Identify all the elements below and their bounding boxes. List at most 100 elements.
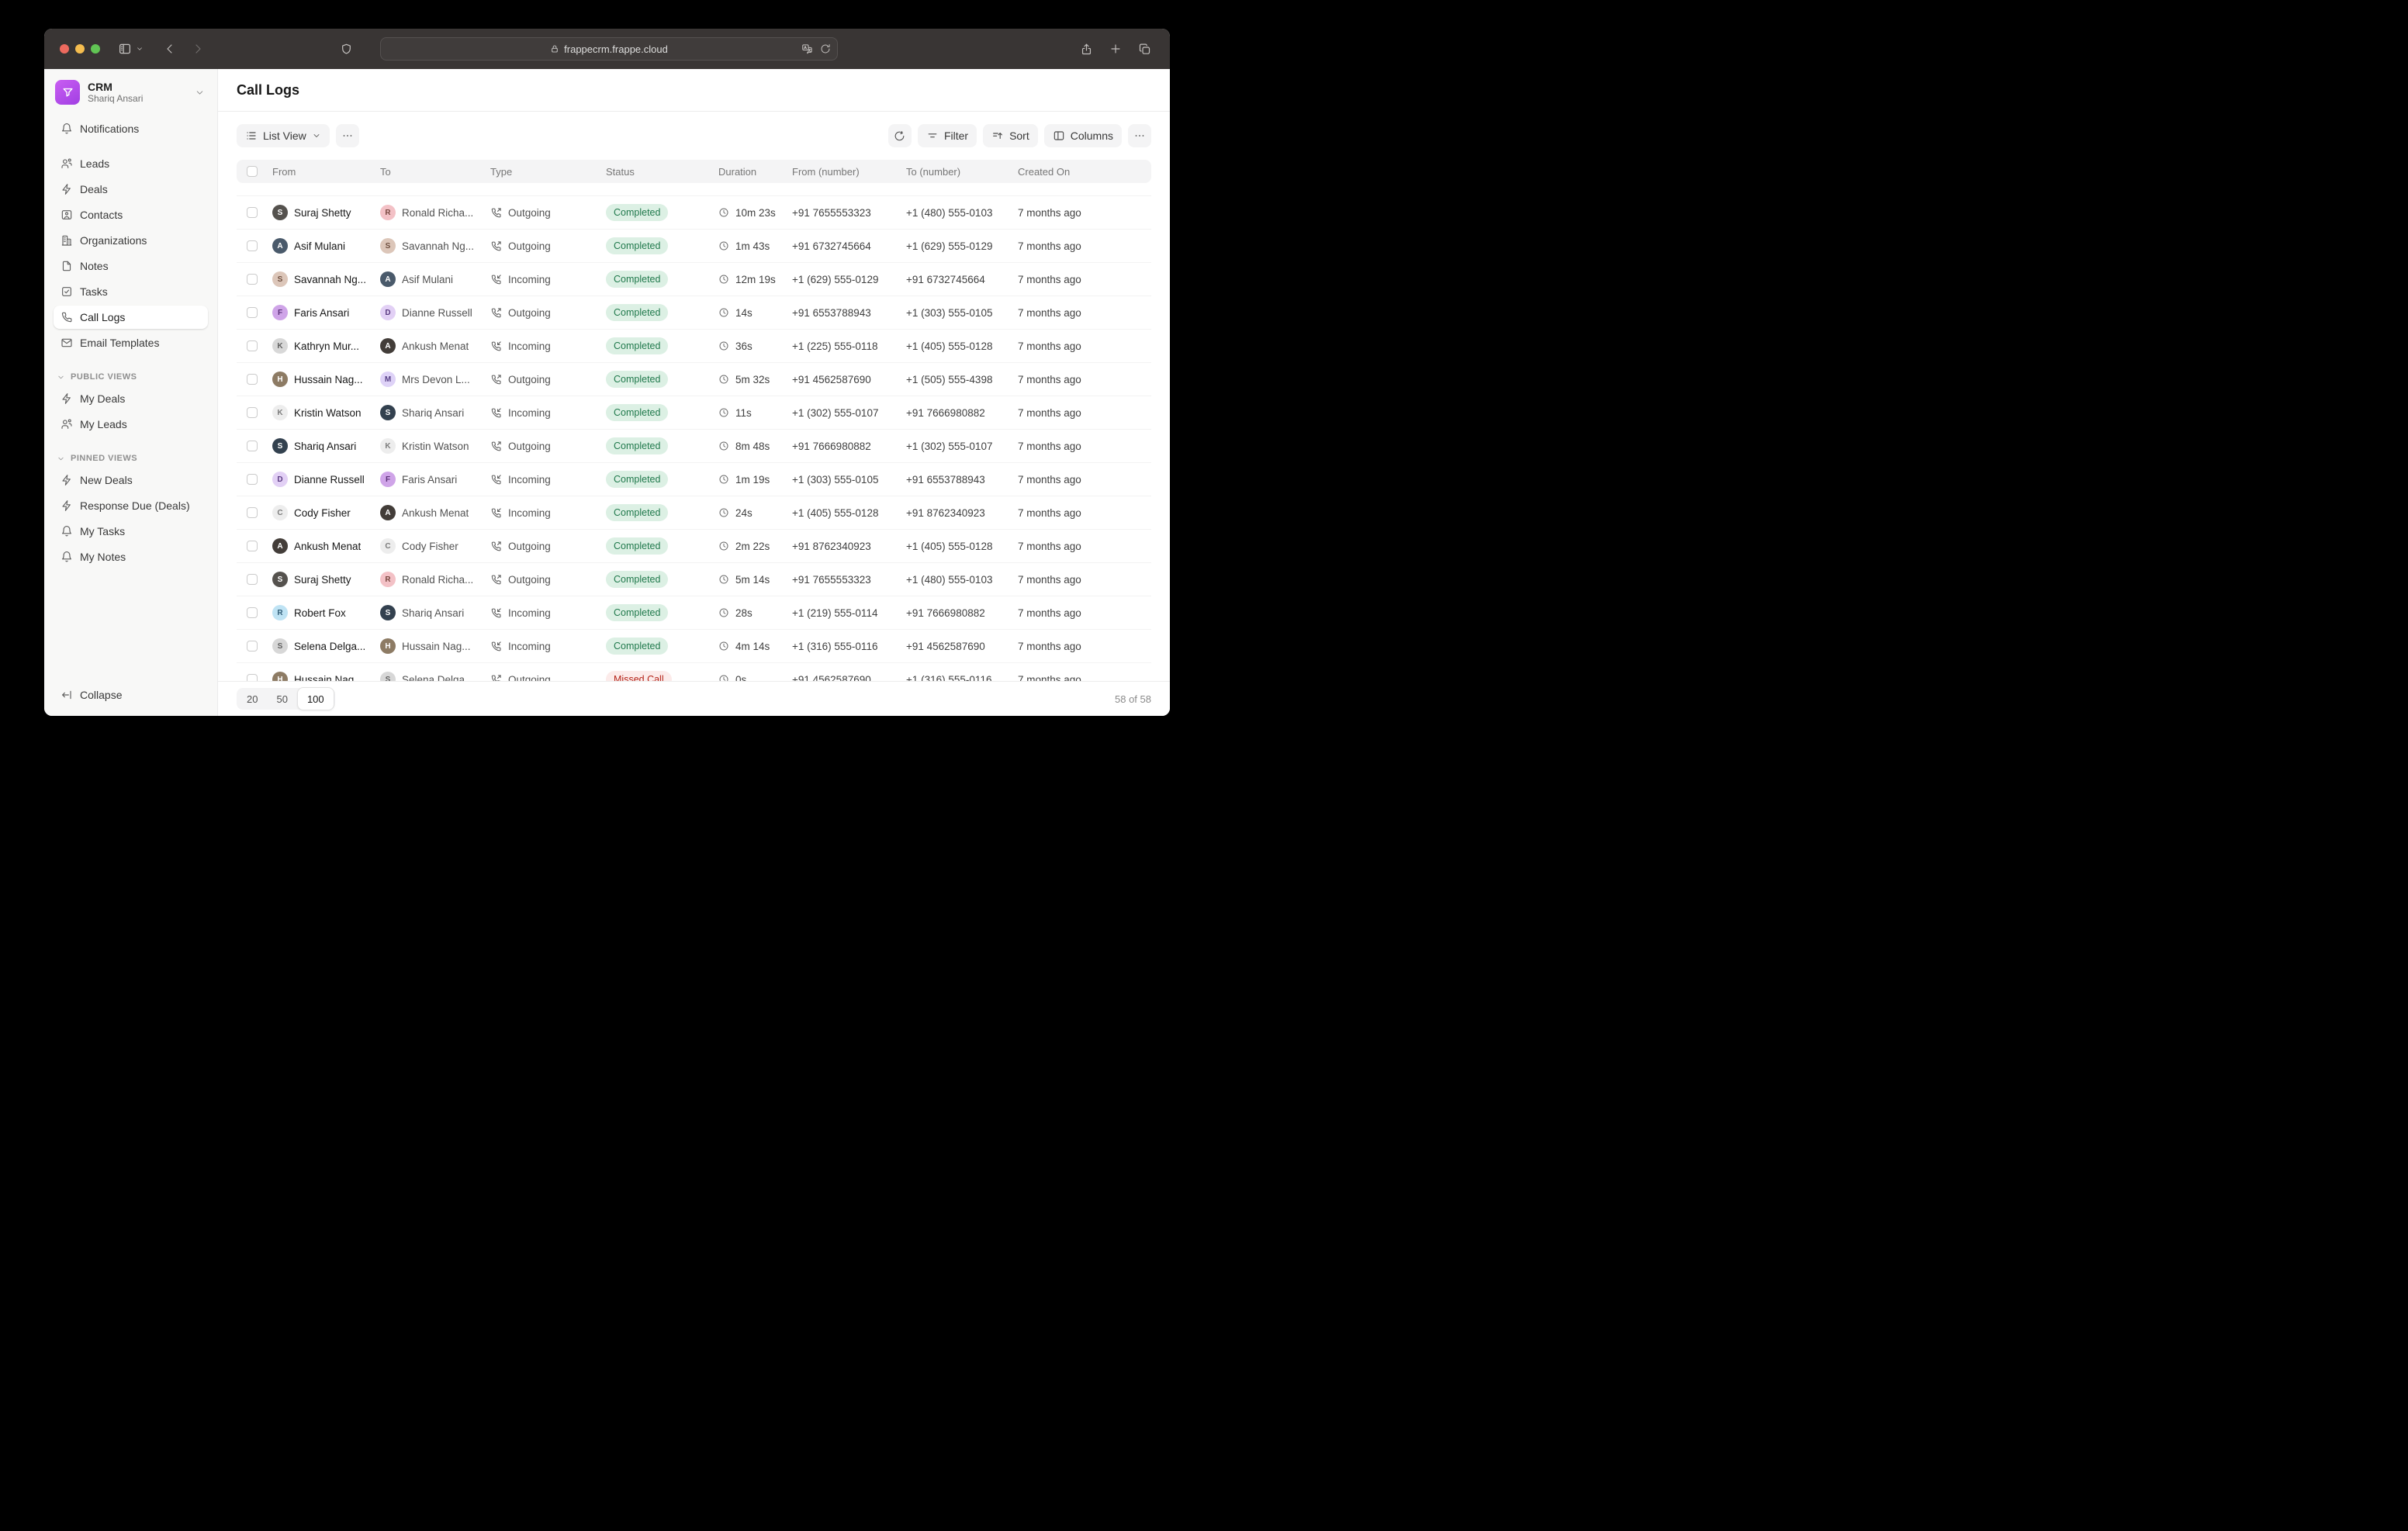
sidebar-item-deals[interactable]: Deals xyxy=(54,178,208,201)
sidebar-item-notes[interactable]: Notes xyxy=(54,254,208,278)
sidebar-item-response-due-deals[interactable]: Response Due (Deals) xyxy=(54,494,208,517)
translate-icon[interactable] xyxy=(801,43,813,55)
sidebar-item-my-notes[interactable]: My Notes xyxy=(54,545,208,569)
sidebar-section-public-views[interactable]: PUBLIC VIEWS xyxy=(54,367,208,387)
reload-icon[interactable] xyxy=(820,43,831,54)
table-row[interactable]: R Robert Fox S Shariq Ansari Incoming Complet… xyxy=(237,596,1151,630)
table-row[interactable]: A Ankush Menat C Cody Fisher Outgoing Complet… xyxy=(237,530,1151,563)
sidebar-item-new-deals[interactable]: New Deals xyxy=(54,468,208,492)
table-row[interactable]: S Shariq Ansari K Kristin Watson Outgoing Com… xyxy=(237,430,1151,463)
view-more-button[interactable] xyxy=(335,124,359,147)
row-checkbox[interactable] xyxy=(247,641,258,651)
duration: 12m 19s xyxy=(735,273,776,285)
new-tab-icon[interactable] xyxy=(1109,43,1122,55)
table-row[interactable]: A Asif Mulani S Savannah Ng... Outgoing Compl… xyxy=(237,230,1151,263)
created-on: 7 months ago xyxy=(1018,473,1081,486)
maximize-window-button[interactable] xyxy=(91,44,100,54)
table-row[interactable]: K Kathryn Mur... A Ankush Menat Incoming Comp… xyxy=(237,330,1151,363)
chevron-down-icon[interactable] xyxy=(136,45,144,53)
page-size-20[interactable]: 20 xyxy=(237,688,267,710)
to-name: Ankush Menat xyxy=(402,506,469,519)
status-badge: Completed xyxy=(606,371,669,388)
duration: 1m 43s xyxy=(735,240,770,252)
row-checkbox[interactable] xyxy=(247,607,258,618)
phone-incoming-icon xyxy=(490,274,502,285)
column-header-type[interactable]: Type xyxy=(490,165,513,178)
users-icon xyxy=(61,418,73,430)
row-checkbox[interactable] xyxy=(247,407,258,418)
from-number: +1 (316) 555-0116 xyxy=(792,640,878,652)
close-window-button[interactable] xyxy=(60,44,69,54)
sidebar-toggle-icon[interactable] xyxy=(118,42,132,56)
row-checkbox[interactable] xyxy=(247,274,258,285)
table-row[interactable]: H Hussain Nag... M Mrs Devon L... Outgoing Co… xyxy=(237,363,1151,396)
table-row[interactable]: S Selena Delga... H Hussain Nag... Incoming C… xyxy=(237,630,1151,663)
sidebar-collapse-button[interactable]: Collapse xyxy=(54,683,208,707)
column-header-to[interactable]: To xyxy=(380,165,391,178)
table-row[interactable]: S Suraj Shetty R Ronald Richa... Outgoing Com… xyxy=(237,196,1151,230)
sidebar-item-tasks[interactable]: Tasks xyxy=(54,280,208,303)
row-checkbox[interactable] xyxy=(247,340,258,351)
sidebar-item-my-leads[interactable]: My Leads xyxy=(54,413,208,436)
sidebar-item-my-tasks[interactable]: My Tasks xyxy=(54,520,208,543)
minimize-window-button[interactable] xyxy=(75,44,85,54)
table-row[interactable]: H Hussain Nag... S Selena Delga... Outgoing M… xyxy=(237,663,1151,681)
table-row[interactable]: K Kristin Watson S Shariq Ansari Incoming Com… xyxy=(237,396,1151,430)
to-number: +1 (480) 555-0103 xyxy=(906,573,993,586)
sidebar-item-my-deals[interactable]: My Deals xyxy=(54,387,208,410)
column-header-from-number[interactable]: From (number) xyxy=(792,165,860,178)
sidebar-item-call-logs[interactable]: Call Logs xyxy=(54,306,208,329)
select-all-checkbox[interactable] xyxy=(247,166,258,177)
sort-button[interactable]: Sort xyxy=(983,124,1038,147)
tab-overview-icon[interactable] xyxy=(1138,43,1151,56)
table-row[interactable]: S Savannah Ng... A Asif Mulani Incoming Compl… xyxy=(237,263,1151,296)
more-options-button[interactable] xyxy=(1128,124,1151,147)
refresh-button[interactable] xyxy=(887,124,912,147)
from-avatar: H xyxy=(272,372,288,387)
sidebar-item-leads[interactable]: Leads xyxy=(54,152,208,175)
from-number: +91 4562587690 xyxy=(792,673,871,682)
page-size-100[interactable]: 100 xyxy=(296,687,334,710)
share-icon[interactable] xyxy=(1080,43,1093,56)
app-switcher[interactable]: CRM Shariq Ansari xyxy=(54,77,208,108)
to-name: Ronald Richa... xyxy=(402,206,474,219)
row-checkbox[interactable] xyxy=(247,374,258,385)
sidebar-item-organizations[interactable]: Organizations xyxy=(54,229,208,252)
sidebar-item-label: Leads xyxy=(80,157,110,170)
status-badge: Completed xyxy=(606,604,669,621)
row-checkbox[interactable] xyxy=(247,474,258,485)
sidebar-section-pinned-views[interactable]: PINNED VIEWS xyxy=(54,448,208,468)
column-header-status[interactable]: Status xyxy=(606,165,635,178)
column-header-from[interactable]: From xyxy=(272,165,296,178)
column-header-to-number[interactable]: To (number) xyxy=(906,165,961,178)
row-checkbox[interactable] xyxy=(247,674,258,681)
row-checkbox[interactable] xyxy=(247,240,258,251)
url-bar[interactable]: frappecrm.frappe.cloud xyxy=(380,37,838,60)
row-checkbox[interactable] xyxy=(247,507,258,518)
column-header-duration[interactable]: Duration xyxy=(718,165,757,178)
to-name: Kristin Watson xyxy=(402,440,469,452)
row-checkbox[interactable] xyxy=(247,307,258,318)
page-size-50[interactable]: 50 xyxy=(267,688,296,710)
filter-button[interactable]: Filter xyxy=(917,124,977,147)
column-header-created-on[interactable]: Created On xyxy=(1018,165,1071,178)
sidebar-item-contacts[interactable]: Contacts xyxy=(54,203,208,226)
columns-button[interactable]: Columns xyxy=(1043,124,1122,147)
row-checkbox[interactable] xyxy=(247,541,258,551)
table-row[interactable]: D Dianne Russell F Faris Ansari Incoming Comp… xyxy=(237,463,1151,496)
from-avatar: S xyxy=(272,572,288,587)
row-checkbox[interactable] xyxy=(247,207,258,218)
shield-icon[interactable] xyxy=(340,43,353,56)
sidebar-item-email-templates[interactable]: Email Templates xyxy=(54,331,208,354)
view-switcher-button[interactable]: List View xyxy=(237,124,330,147)
forward-button[interactable] xyxy=(192,43,204,55)
table-row[interactable]: F Faris Ansari D Dianne Russell Outgoing Comp… xyxy=(237,296,1151,330)
table-row[interactable]: S Suraj Shetty R Ronald Richa... Outgoing Com… xyxy=(237,563,1151,596)
to-avatar: R xyxy=(380,205,396,220)
sidebar-item-notifications[interactable]: Notifications xyxy=(54,117,208,140)
row-checkbox[interactable] xyxy=(247,574,258,585)
from-name: Savannah Ng... xyxy=(294,273,367,285)
row-checkbox[interactable] xyxy=(247,441,258,451)
back-button[interactable] xyxy=(164,43,176,55)
table-row[interactable]: C Cody Fisher A Ankush Menat Incoming Complet… xyxy=(237,496,1151,530)
